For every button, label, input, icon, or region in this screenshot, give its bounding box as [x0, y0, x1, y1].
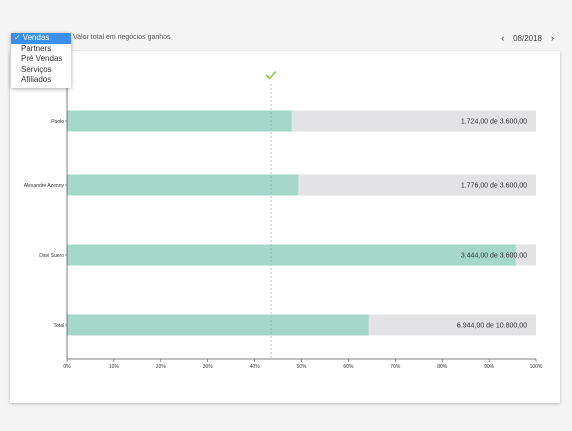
- chart-card: [10, 51, 560, 403]
- period-label: 08/2018: [513, 33, 542, 43]
- chevron-left-icon[interactable]: ‹: [501, 33, 505, 43]
- x-tick-label: 20%: [156, 364, 167, 370]
- chevron-right-icon[interactable]: ›: [551, 33, 554, 43]
- bar: [67, 314, 369, 336]
- x-tick-label: 80%: [437, 364, 448, 370]
- check-icon: ✓: [14, 33, 21, 42]
- metric-option-partners[interactable]: Partners: [21, 43, 52, 53]
- metric-option-pre-vendas[interactable]: Pré Vendas: [21, 54, 63, 63]
- metric-label: Valor total em negócios ganhos: [73, 34, 171, 41]
- x-tick-label: 70%: [390, 364, 401, 370]
- bar: [67, 244, 516, 266]
- x-tick-label: 40%: [250, 364, 261, 370]
- category-label: Davi Suero: [39, 253, 64, 259]
- x-tick-label: 0%: [63, 364, 71, 370]
- bar-value-label: 3.444,00 de 3.600,00: [461, 253, 527, 260]
- x-tick-label: 30%: [203, 364, 214, 370]
- bar: [67, 110, 292, 132]
- category-label: Total: [53, 323, 64, 329]
- x-tick-label: 10%: [109, 364, 120, 370]
- x-tick-label: 90%: [484, 364, 495, 370]
- category-label: Alexandre Azenny: [24, 183, 65, 189]
- checkmark-icon: [265, 71, 277, 80]
- bar-value-label: 1.724,00 de 3.600,00: [461, 119, 527, 126]
- metric-option-afiliados[interactable]: Afiliados: [21, 75, 52, 84]
- metric-option-vendas[interactable]: ✓ Vendas: [11, 33, 71, 44]
- x-tick-label: 60%: [343, 364, 354, 370]
- category-label: Paolo: [51, 119, 64, 125]
- bar: [67, 174, 299, 196]
- x-tick-label: 100%: [530, 364, 543, 370]
- x-tick-label: 50%: [296, 364, 307, 370]
- metric-dropdown[interactable]: ✓ Vendas Partners Pré Vendas Serviços Afi…: [11, 33, 71, 88]
- bar-value-label: 6.944,00 de 10.800,00: [457, 323, 527, 330]
- period-pager: ‹ 08/2018 ›: [501, 32, 554, 44]
- bar-value-label: 1.776,00 de 3.600,00: [461, 183, 527, 190]
- metric-option-servicos[interactable]: Serviços: [21, 64, 52, 74]
